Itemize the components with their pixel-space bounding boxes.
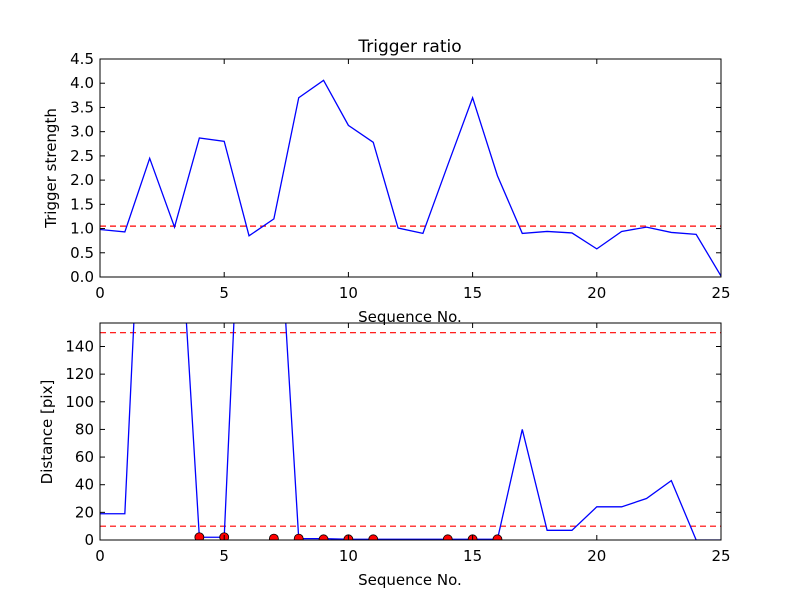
- y-axis-ticks: 0.0 0.5 1.0 1.5 2.0 2.5 3.0 3.5 4.0 4.5: [70, 50, 721, 286]
- y-tick-label: 40: [75, 476, 94, 494]
- x-tick-label: 25: [711, 547, 730, 565]
- y-axis-label: Distance [pix]: [38, 380, 56, 485]
- y-tick-label: 2.5: [70, 147, 94, 165]
- x-tick-label: 5: [219, 284, 229, 302]
- series-line-0: [100, 79, 721, 277]
- y-axis-ticks: 0 20 40 60 80 100 120 140: [65, 337, 721, 549]
- x-tick-label: 5: [219, 547, 229, 565]
- x-tick-label: 15: [463, 547, 482, 565]
- y-tick-label: 4.5: [70, 50, 94, 68]
- reference-lines: [100, 332, 721, 527]
- data-point: [368, 534, 379, 540]
- data-point: [318, 534, 329, 540]
- y-tick-label: 80: [75, 420, 94, 438]
- x-tick-label: 0: [95, 547, 105, 565]
- data-point: [492, 534, 503, 540]
- y-tick-label: 60: [75, 448, 94, 466]
- y-tick-label: 100: [65, 393, 94, 411]
- y-tick-label: 2.0: [70, 171, 94, 189]
- data-series: [100, 79, 721, 277]
- y-tick-label: 1.5: [70, 195, 94, 213]
- x-axis-ticks: 0 5 10 15 20 25: [95, 59, 731, 302]
- y-tick-label: 4.0: [70, 74, 94, 92]
- x-axis-label: Sequence No.: [358, 571, 462, 589]
- plot-area-frame: [99, 322, 722, 541]
- y-tick-label: 20: [75, 503, 94, 521]
- x-tick-label: 0: [95, 284, 105, 302]
- x-tick-label: 25: [711, 284, 730, 302]
- x-tick-label: 15: [463, 284, 482, 302]
- data-point: [293, 533, 304, 540]
- x-tick-label: 20: [587, 547, 606, 565]
- y-tick-label: 140: [65, 337, 94, 355]
- data-series: [100, 323, 721, 540]
- x-tick-label: 10: [339, 547, 358, 565]
- x-tick-label: 10: [339, 284, 358, 302]
- x-axis-ticks: 0 5 10 15 20 25: [95, 323, 731, 565]
- y-tick-label: 0.5: [70, 244, 94, 262]
- data-point: [194, 532, 205, 540]
- trigger-ratio-chart: 0 5 10 15 20 25 0.0 0.5 1.0 1.5 2.0 2.5 3.0 3.5 4.0 4.…: [42, 37, 731, 326]
- plot-area-frame: [99, 58, 722, 278]
- y-axis-label: Trigger strength: [42, 108, 60, 229]
- x-axis-label: Sequence No.: [358, 308, 462, 326]
- y-tick-label: 0: [84, 531, 94, 549]
- data-point: [268, 533, 279, 540]
- y-tick-label: 1.0: [70, 220, 94, 238]
- data-point: [442, 534, 453, 540]
- y-tick-label: 0.0: [70, 268, 94, 286]
- y-tick-label: 3.5: [70, 98, 94, 116]
- y-tick-label: 120: [65, 365, 94, 383]
- x-tick-label: 20: [587, 284, 606, 302]
- distance-chart: 0 5 10 15 20 25 0 20 40 60 80 100 120 140 Sequence N…: [38, 322, 731, 589]
- y-tick-label: 3.0: [70, 123, 94, 141]
- chart-title: Trigger ratio: [357, 37, 461, 57]
